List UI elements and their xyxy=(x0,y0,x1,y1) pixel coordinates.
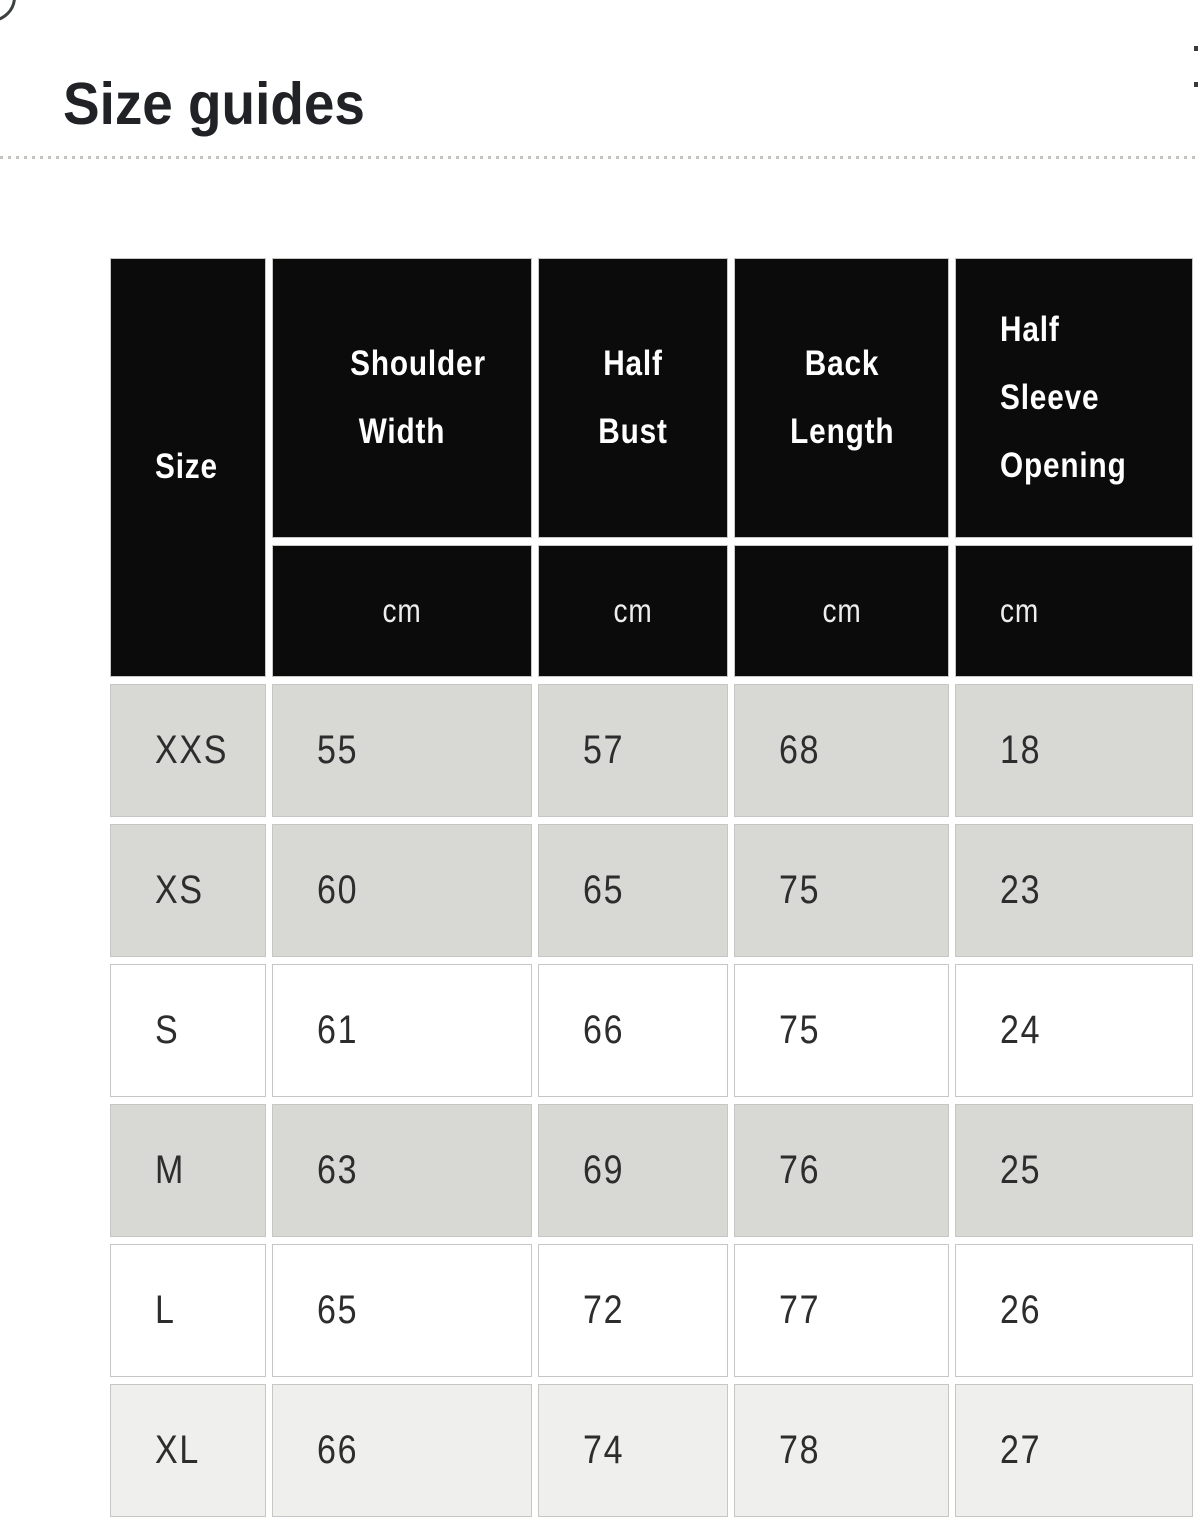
value-cell: 25 xyxy=(955,1104,1193,1237)
header-cell-back-length: Back Length xyxy=(734,258,949,538)
value-cell: 68 xyxy=(734,684,949,817)
value-cell: 24 xyxy=(955,964,1193,1097)
value-cell: 63 xyxy=(272,1104,532,1237)
value-label: 66 xyxy=(317,1428,359,1472)
value-cell: 75 xyxy=(734,964,949,1097)
value-cell: 18 xyxy=(955,684,1193,817)
value-label: 68 xyxy=(779,728,821,772)
header-label: Half Bust xyxy=(598,343,668,451)
value-label: 61 xyxy=(317,1008,359,1052)
value-label: 65 xyxy=(583,868,625,912)
value-label: 60 xyxy=(317,868,359,912)
value-label: 76 xyxy=(779,1148,821,1192)
value-cell: 66 xyxy=(538,964,728,1097)
unit-label: cm xyxy=(613,592,653,629)
value-label: 75 xyxy=(779,1008,821,1052)
unit-label: cm xyxy=(382,592,422,629)
value-label: 74 xyxy=(583,1428,625,1472)
value-cell: 65 xyxy=(272,1244,532,1377)
size-label: XS xyxy=(155,868,204,912)
unit-label: cm xyxy=(821,592,862,629)
unit-cell-half-sleeve-opening: cm xyxy=(955,545,1193,677)
value-cell: 60 xyxy=(272,824,532,957)
header-cell-size: Size xyxy=(110,258,266,677)
size-cell-xs: XS xyxy=(110,824,266,957)
value-label: 57 xyxy=(583,728,625,772)
size-cell-l: L xyxy=(110,1244,266,1377)
size-guide-table: Size Shoulder Width Half Bust Back Lengt… xyxy=(110,258,1193,1517)
size-label: XXS xyxy=(155,728,229,772)
unit-label: cm xyxy=(1000,592,1040,629)
unit-cell-shoulder-width: cm xyxy=(272,545,532,677)
value-cell: 26 xyxy=(955,1244,1193,1377)
value-cell: 27 xyxy=(955,1384,1193,1517)
value-cell: 57 xyxy=(538,684,728,817)
unit-cell-back-length: cm xyxy=(734,545,949,677)
size-cell-m: M xyxy=(110,1104,266,1237)
value-label: 27 xyxy=(1000,1428,1042,1472)
value-label: 75 xyxy=(779,868,821,912)
header-label: Size xyxy=(155,447,218,487)
value-label: 25 xyxy=(1000,1148,1042,1192)
value-label: 69 xyxy=(583,1148,625,1192)
value-label: 66 xyxy=(583,1008,625,1052)
size-cell-xl: XL xyxy=(110,1384,266,1517)
header-cell-shoulder-width: Shoulder Width xyxy=(272,258,532,538)
value-cell: 74 xyxy=(538,1384,728,1517)
cutoff-ellipsis-icon xyxy=(1193,46,1198,91)
value-label: 24 xyxy=(1000,1008,1042,1052)
value-cell: 75 xyxy=(734,824,949,957)
value-cell: 77 xyxy=(734,1244,949,1377)
value-label: 63 xyxy=(317,1148,359,1192)
size-cell-xxs: XXS xyxy=(110,684,266,817)
value-label: 18 xyxy=(1000,728,1042,772)
header-label: Half Sleeve Opening xyxy=(1000,309,1127,486)
value-cell: 23 xyxy=(955,824,1193,957)
value-cell: 78 xyxy=(734,1384,949,1517)
value-cell: 55 xyxy=(272,684,532,817)
value-label: 77 xyxy=(779,1288,821,1332)
value-cell: 76 xyxy=(734,1104,949,1237)
header-cell-half-bust: Half Bust xyxy=(538,258,728,538)
value-cell: 72 xyxy=(538,1244,728,1377)
value-label: 78 xyxy=(779,1428,821,1472)
value-label: 65 xyxy=(317,1288,359,1332)
size-cell-s: S xyxy=(110,964,266,1097)
header-cell-half-sleeve-opening: Half Sleeve Opening xyxy=(955,258,1193,538)
value-label: 72 xyxy=(583,1288,625,1332)
value-cell: 66 xyxy=(272,1384,532,1517)
value-label: 26 xyxy=(1000,1288,1042,1332)
corner-arc-decoration xyxy=(0,0,16,22)
size-label: XL xyxy=(155,1428,200,1472)
header-label: Back Length xyxy=(789,343,894,451)
value-cell: 61 xyxy=(272,964,532,1097)
header-label: Shoulder Width xyxy=(350,343,486,451)
size-label: S xyxy=(155,1008,180,1052)
value-label: 23 xyxy=(1000,868,1042,912)
size-label: M xyxy=(155,1148,186,1192)
page-title: Size guides xyxy=(63,70,365,137)
value-cell: 65 xyxy=(538,824,728,957)
dotted-divider xyxy=(0,156,1198,159)
size-label: L xyxy=(155,1288,176,1332)
value-cell: 69 xyxy=(538,1104,728,1237)
value-label: 55 xyxy=(317,728,359,772)
unit-cell-half-bust: cm xyxy=(538,545,728,677)
